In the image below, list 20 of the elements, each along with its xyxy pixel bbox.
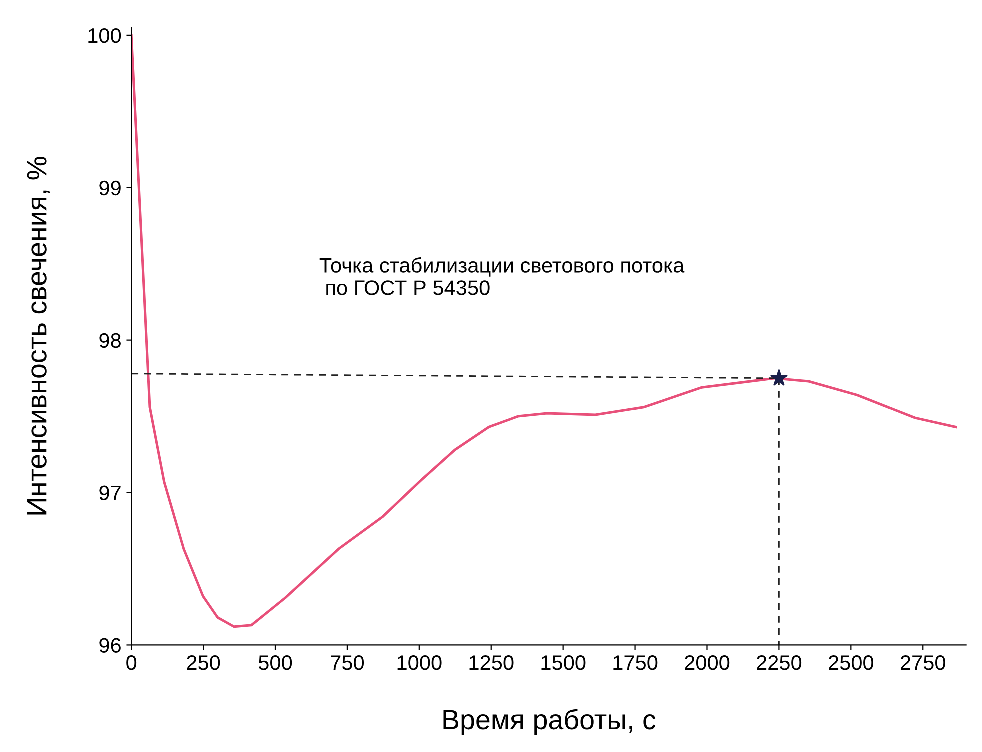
y-tick-label: 99 xyxy=(100,180,121,196)
x-tick-label: 2250 xyxy=(757,655,802,670)
x-tick-label: 2750 xyxy=(900,655,946,670)
x-tick-label: 0 xyxy=(126,655,137,670)
x-tick-label: 250 xyxy=(187,655,220,670)
x-axis-title: Время работы, с xyxy=(444,709,656,736)
x-tick-label: 1750 xyxy=(614,655,658,670)
x-tick-label: 1250 xyxy=(470,655,514,670)
y-tick-label: 100 xyxy=(88,28,122,44)
y-tick-label: 96 xyxy=(100,638,121,653)
y-axis-title: Интенсивность свечения, % xyxy=(27,156,50,515)
x-tick-label: 500 xyxy=(258,655,292,670)
x-tick-label: 1500 xyxy=(542,655,586,670)
y-tick-label: 98 xyxy=(100,333,121,348)
x-tick-label: 2500 xyxy=(829,655,874,670)
x-tick-label: 2000 xyxy=(685,655,730,670)
x-tick-label: 1000 xyxy=(398,655,442,670)
annotation: Точка стабилизации светового потока по ГОСТ Р 54350 xyxy=(320,257,685,296)
x-tick-label: 750 xyxy=(331,655,364,670)
y-tick-label: 97 xyxy=(100,486,121,501)
